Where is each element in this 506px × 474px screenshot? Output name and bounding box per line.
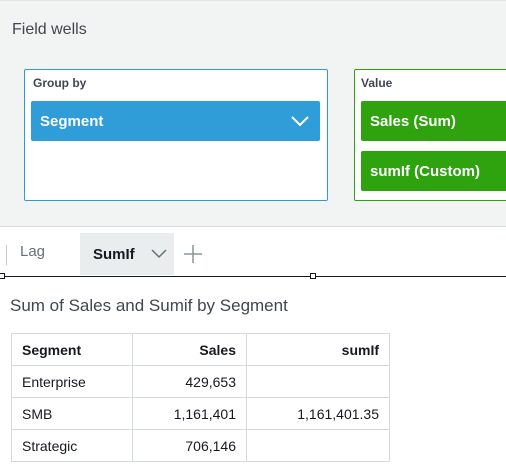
resize-handle[interactable]	[310, 273, 316, 279]
tab-divider	[6, 245, 7, 265]
add-tab-plus-icon[interactable]	[182, 243, 204, 265]
table-cell-segment: Strategic	[11, 429, 133, 462]
visual-selection-border	[0, 276, 506, 277]
column-header-segment[interactable]: Segment	[11, 333, 133, 366]
field-wells-title: Field wells	[12, 21, 87, 38]
table-cell-sumif	[246, 429, 390, 462]
table-row: Enterprise 429,653	[11, 365, 390, 398]
resize-handle[interactable]	[0, 273, 5, 279]
sumif-custom-field-pill[interactable]: sumIf (Custom)	[361, 151, 506, 191]
table-cell-sumif: 1,161,401.35	[246, 397, 390, 430]
pivot-table: Segment Sales sumIf Enterprise 429,653 S…	[11, 333, 390, 462]
column-header-sales[interactable]: Sales	[132, 333, 247, 366]
group-by-well[interactable]: Group by Segment	[24, 69, 328, 201]
chevron-down-icon[interactable]	[290, 113, 310, 129]
sales-sum-field-pill[interactable]: Sales (Sum)	[361, 101, 506, 141]
segment-field-pill[interactable]: Segment	[31, 101, 320, 141]
chevron-down-icon[interactable]	[150, 247, 168, 261]
segment-field-label: Segment	[40, 112, 104, 130]
tab-sumif[interactable]: SumIf	[80, 233, 174, 275]
group-by-label: Group by	[33, 76, 87, 90]
table-cell-sales: 1,161,401	[132, 397, 247, 430]
value-well[interactable]: Value Sales (Sum) sumIf (Custom)	[354, 69, 506, 201]
column-header-sumif[interactable]: sumIf	[246, 333, 390, 366]
table-cell-segment: Enterprise	[11, 365, 133, 398]
table-cell-sumif	[246, 365, 390, 398]
sumif-custom-field-label: sumIf (Custom)	[370, 162, 480, 180]
sales-sum-field-label: Sales (Sum)	[370, 112, 456, 130]
field-wells-panel: Field wells Group by Segment Value Sales…	[0, 0, 506, 226]
tab-lag[interactable]: Lag	[20, 227, 45, 275]
value-label: Value	[361, 76, 393, 90]
table-cell-sales: 706,146	[132, 429, 247, 462]
table-cell-segment: SMB	[11, 397, 133, 430]
visual-title: Sum of Sales and Sumif by Segment	[10, 296, 288, 315]
table-row: SMB 1,161,401 1,161,401.35	[11, 397, 390, 430]
sheet-tabs: Lag SumIf	[0, 226, 506, 276]
table-row: Strategic 706,146	[11, 429, 390, 462]
tab-lag-label: Lag	[20, 242, 46, 260]
table-header-row: Segment Sales sumIf	[11, 333, 390, 366]
tab-sumif-label: SumIf	[93, 245, 135, 263]
table-cell-sales: 429,653	[132, 365, 247, 398]
